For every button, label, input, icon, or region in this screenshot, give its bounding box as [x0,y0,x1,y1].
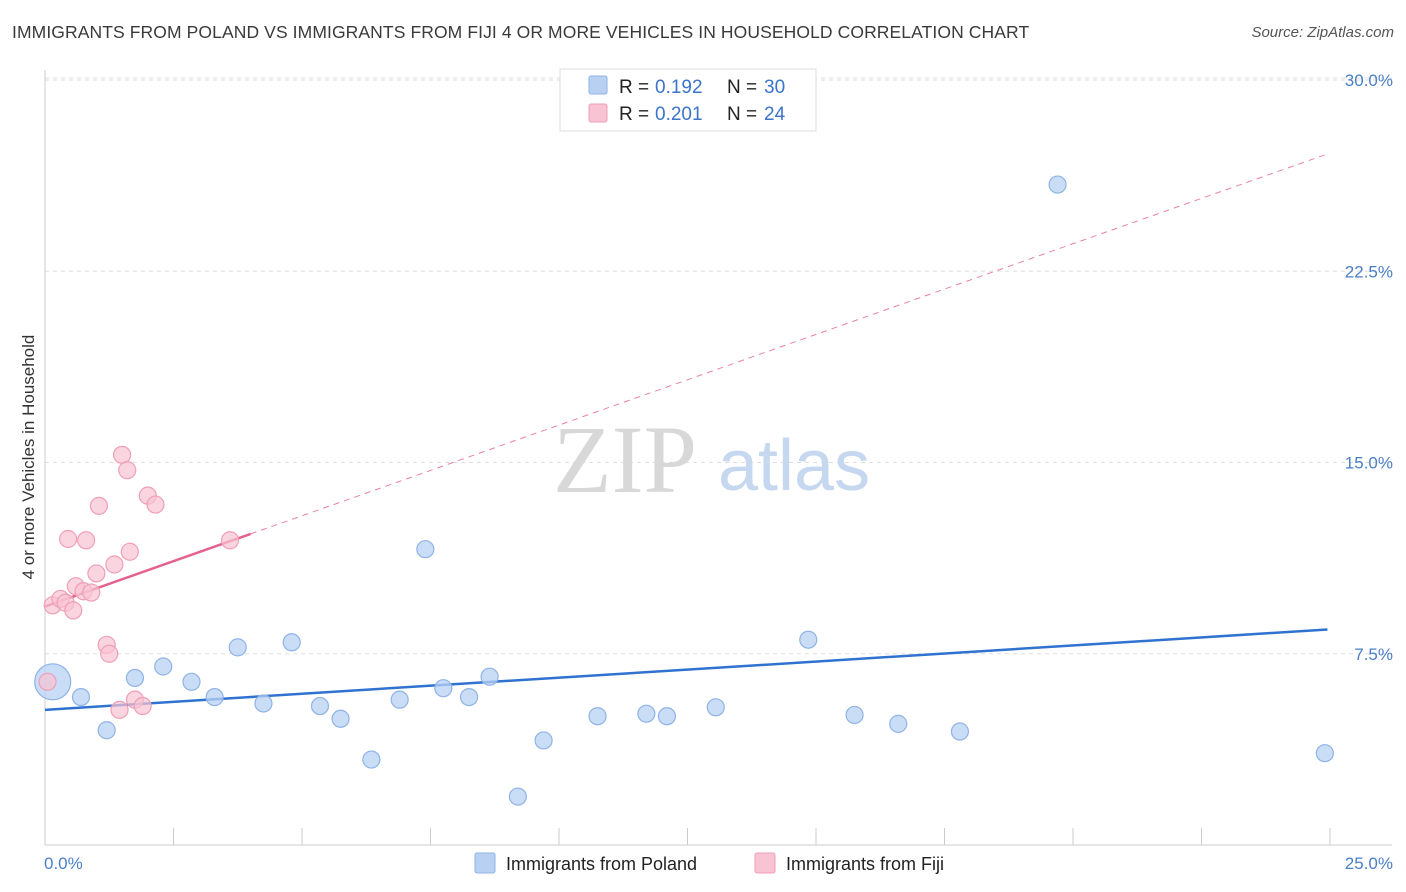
bottom-legend-label-fiji: Immigrants from Fiji [786,854,944,874]
x-tick-labels: 0.0% 25.0% [44,854,1393,873]
point-poland-27 [950,722,970,741]
point-poland-6 [205,687,224,707]
legend-r-value-fiji: 0.201 [655,104,703,125]
y-tick-label-0: 7.5% [1354,645,1393,664]
point-fiji-10 [87,564,106,583]
chart-title: IMMIGRANTS FROM POLAND VS IMMIGRANTS FRO… [12,22,1030,42]
point-poland-16 [459,687,479,707]
data-points [34,175,1334,806]
point-poland-13 [390,690,409,709]
point-poland-15 [434,679,453,698]
point-fiji-15 [110,700,129,719]
point-fiji-23 [220,531,240,550]
point-poland-28 [1048,175,1067,194]
point-fiji-14 [105,555,124,574]
point-fiji-4 [59,529,78,549]
legend-n-value-fiji: 24 [764,104,786,125]
legend-n-value-poland: 30 [764,77,785,98]
bottom-legend-label-poland: Immigrants from Poland [506,854,697,874]
point-poland-9 [282,633,301,652]
watermark-zip: ZIP [553,406,697,513]
point-poland-24 [799,630,818,649]
legend-n-label-poland: N = [727,77,757,98]
point-poland-8 [254,694,273,713]
bottom-legend-swatch-fiji [754,852,776,874]
legend-r-label-fiji: R = [619,104,649,125]
point-poland-14 [416,540,435,559]
point-fiji-0 [38,672,57,691]
point-poland-19 [534,731,553,750]
point-poland-23 [706,698,725,717]
y-tick-label-2: 22.5% [1345,262,1393,281]
point-poland-4 [154,657,173,676]
point-fiji-22 [146,495,165,514]
y-tick-label-1: 15.0% [1345,454,1393,473]
legend-r-value-poland: 0.192 [655,77,703,98]
point-poland-26 [889,714,908,733]
point-poland-17 [480,667,499,686]
x-axis-ticks [44,828,1331,845]
point-fiji-11 [89,496,109,515]
point-fiji-18 [120,542,139,561]
legend-swatch-fiji [588,103,608,123]
y-axis-label: 4 or more Vehicles in Household [19,335,38,580]
point-poland-12 [362,750,381,769]
point-poland-3 [125,668,145,688]
point-poland-1 [71,687,91,707]
y-tick-labels: 7.5% 15.0% 22.5% 30.0% [1345,71,1393,664]
bottom-legend-swatch-poland [474,852,496,874]
point-fiji-8 [77,531,96,550]
point-poland-22 [657,707,677,726]
watermark: ZIP atlas [553,406,870,513]
legend-bottom: Immigrants from Poland Immigrants from F… [474,852,944,874]
point-poland-7 [228,638,247,657]
x-tick-label-start: 0.0% [44,854,83,873]
y-tick-label-3: 30.0% [1345,71,1393,90]
watermark-atlas: atlas [718,426,870,506]
point-poland-10 [310,696,330,716]
point-poland-20 [588,707,607,726]
point-fiji-5 [64,601,83,620]
point-poland-18 [508,787,527,806]
point-poland-11 [331,709,350,728]
x-tick-label-end: 25.0% [1345,854,1393,873]
point-poland-5 [182,672,201,691]
legend-swatch-poland [588,75,608,95]
legend-top: R = 0.192 N = 30 R = 0.201 N = 24 [559,68,817,132]
trend-line-fiji-extension [250,153,1328,535]
grid-lines [45,77,1392,655]
point-poland-2 [97,721,116,740]
legend-n-label-fiji: N = [727,104,757,125]
chart-source: Source: ZipAtlas.com [1251,24,1394,41]
point-poland-25 [845,705,864,725]
legend-r-label-poland: R = [619,77,649,98]
point-fiji-13 [100,644,119,663]
point-fiji-9 [82,583,101,602]
point-fiji-17 [118,461,137,480]
point-poland-29 [1315,744,1334,763]
point-fiji-16 [112,445,132,464]
point-poland-21 [637,704,656,723]
point-fiji-20 [133,696,152,716]
